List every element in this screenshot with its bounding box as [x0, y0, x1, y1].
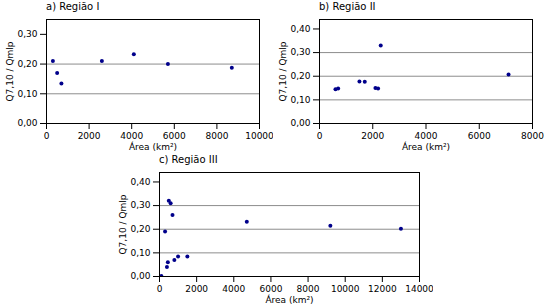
svg-text:0,30: 0,30	[17, 29, 37, 39]
html-text:a) Região I: a) Região I	[46, 1, 100, 12]
svg-text:Q7,10 / Qmlp: Q7,10 / Qmlp	[5, 41, 15, 101]
svg-text:8000: 8000	[521, 131, 544, 141]
svg-text:0,30: 0,30	[290, 47, 310, 57]
svg-text:0,00: 0,00	[290, 118, 310, 128]
svg-text:2000: 2000	[185, 284, 208, 294]
svg-text:0,20: 0,20	[17, 59, 37, 69]
svg-text:0,40: 0,40	[290, 24, 310, 34]
svg-text:Área (km²): Área (km²)	[129, 141, 177, 152]
svg-text:14000: 14000	[405, 284, 433, 294]
svg-text:0,10: 0,10	[290, 95, 310, 105]
svg-text:6000: 6000	[259, 284, 282, 294]
svg-text:0: 0	[157, 284, 163, 294]
svg-text:0,10: 0,10	[130, 248, 150, 258]
svg-text:4000: 4000	[222, 284, 245, 294]
svg-text:0,20: 0,20	[290, 71, 310, 81]
html-text:b) Região II: b) Região II	[319, 1, 376, 12]
svg-text:8000: 8000	[297, 284, 320, 294]
svg-text:8000: 8000	[205, 131, 228, 141]
html-text:c) Região III: c) Região III	[159, 154, 218, 165]
svg-text:2000: 2000	[361, 131, 384, 141]
svg-text:0,10: 0,10	[17, 89, 37, 99]
svg-text:Área (km²): Área (km²)	[402, 141, 450, 152]
svg-text:0,00: 0,00	[17, 118, 37, 128]
svg-text:0: 0	[317, 131, 323, 141]
svg-text:4000: 4000	[415, 131, 438, 141]
svg-text:2000: 2000	[78, 131, 101, 141]
svg-text:6000: 6000	[468, 131, 491, 141]
svg-text:6000: 6000	[163, 131, 186, 141]
svg-text:0: 0	[44, 131, 50, 141]
svg-text:4000: 4000	[120, 131, 143, 141]
svg-text:Q7,10 / Qmlp: Q7,10 / Qmlp	[278, 41, 288, 101]
svg-text:0,20: 0,20	[130, 224, 150, 234]
svg-text:0,40: 0,40	[130, 177, 150, 187]
svg-text:10000: 10000	[245, 131, 273, 141]
svg-text:0,00: 0,00	[130, 271, 150, 281]
svg-text:10000: 10000	[331, 284, 360, 294]
svg-text:Q7,10 / Qmlp: Q7,10 / Qmlp	[118, 194, 128, 254]
svg-text:0,30: 0,30	[130, 200, 150, 210]
svg-text:Área (km²): Área (km²)	[265, 294, 313, 305]
svg-text:12000: 12000	[368, 284, 397, 294]
